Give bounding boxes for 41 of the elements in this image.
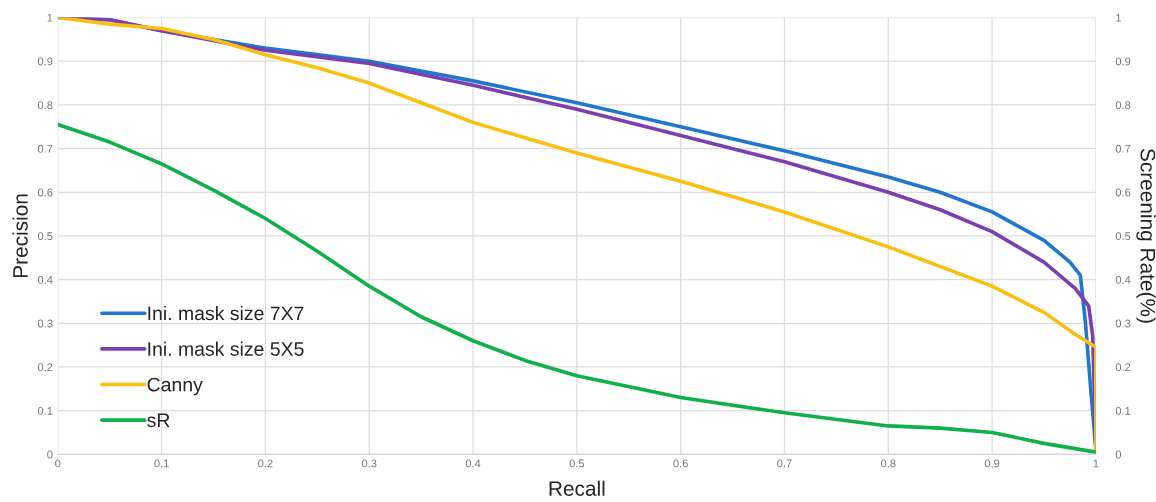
x-tick-label: 0.8 [880,459,896,468]
y2-tick-label: 0.3 [1115,319,1131,328]
y-tick-label: 0.9 [37,57,53,66]
y2-tick-label: 0 [1115,450,1122,459]
legend-label: sR [147,413,170,428]
y-axis-title: Precision [12,194,28,278]
y2-tick-label: 1 [1116,13,1121,22]
y-tick-label: 1 [47,13,53,22]
y-tick-label: 0 [47,450,53,459]
x-tick-label: 0.7 [777,459,792,468]
y2-tick-label: 0.2 [1115,363,1131,372]
y-tick-label: 0.7 [37,144,53,153]
x-tick-label: 0.5 [569,459,585,468]
line-series [57,17,1096,452]
y2-tick-label: 0.6 [1115,188,1131,197]
legend-label: Ini. mask size 5X5 [148,341,304,356]
y-tick-label: 0.2 [37,363,53,372]
y2-tick-label: 0.5 [1115,232,1131,241]
y-tick-label: 0.5 [37,232,53,241]
y2-axis-title: Screening Rate(%) [1136,148,1156,323]
legend-label: Canny [147,377,203,396]
x-tick-label: 0.2 [258,459,273,468]
x-tick-label: 0.9 [984,459,1000,468]
x-tick-label: 0.4 [465,459,481,468]
y2-tick-label: 0.1 [1115,406,1131,415]
y-tick-label: 0.8 [37,101,53,110]
x-tick-label: 0.1 [154,459,169,468]
y2-tick-label: 0.9 [1115,57,1131,66]
y-tick-label: 0.1 [37,406,53,415]
y2-tick-label: 0.7 [1115,144,1131,153]
y-tick-label: 0.3 [37,319,53,328]
x-tick-label: 0 [55,459,61,468]
y2-tick-label: 0.4 [1115,275,1131,284]
y-tick-label: 0.4 [37,275,53,284]
y2-tick-label: 0.8 [1115,101,1131,110]
x-tick-label: 0.6 [673,459,688,468]
x-tick-label: 1 [1093,459,1099,468]
y-tick-label: 0.6 [37,188,53,197]
x-axis-title: Recall [549,480,605,496]
x-tick-label: 0.3 [361,459,377,468]
legend-label: Ini. mask size 7X7 [148,305,304,321]
